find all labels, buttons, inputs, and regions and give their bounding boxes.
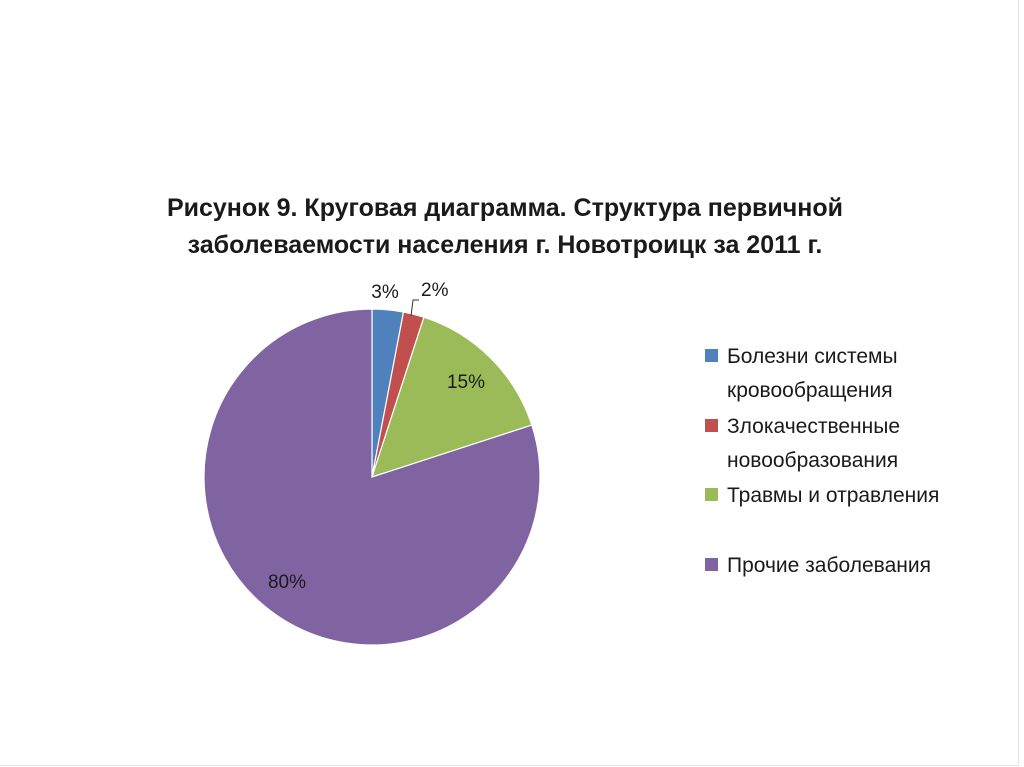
leader-line-neoplasms [410, 299, 419, 317]
legend-swatch [705, 349, 718, 362]
chart-title: Рисунок 9. Круговая диаграмма. Структура… [110, 190, 900, 264]
chart-title-line-1: Рисунок 9. Круговая диаграмма. Структура… [166, 194, 844, 222]
legend-swatch [705, 558, 718, 571]
legend-swatch [705, 419, 718, 432]
legend-label: Травмы и отравления [727, 484, 940, 507]
legend-item-other: Прочие заболевания [705, 549, 982, 583]
pie-slice-injuries [371, 316, 533, 478]
legend-label: Болезни системы кровообращения [727, 345, 898, 402]
legend-swatch [705, 488, 718, 501]
legend-item-neoplasms: Злокачественные новообразования [705, 410, 982, 478]
pie-slice-other [203, 308, 541, 646]
legend-item-injuries: Травмы и отравления [705, 479, 982, 513]
chart-title-line-2: заболеваемости населения г. Новотроицк з… [187, 231, 823, 259]
data-label-blood-circulation: 3% [371, 282, 399, 303]
data-label-neoplasms: 2% [421, 280, 449, 301]
data-label-other: 80% [268, 572, 306, 593]
legend-label: Злокачественные новообразования [727, 415, 901, 472]
legend-item-blood-circulation: Болезни системы кровообращения [705, 340, 982, 408]
data-label-injuries: 15% [447, 372, 485, 393]
legend-label: Прочие заболевания [727, 554, 931, 577]
